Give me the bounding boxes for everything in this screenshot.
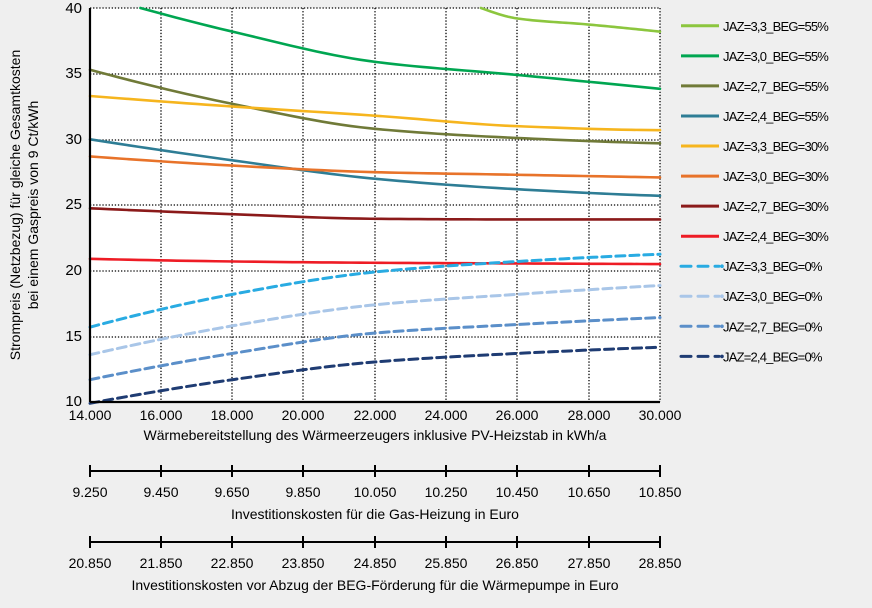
svg-text:20: 20	[65, 262, 82, 279]
svg-text:Strompreis (Netzbezug) für gle: Strompreis (Netzbezug) für gleiche Gesam…	[7, 50, 23, 360]
svg-text:9.250: 9.250	[72, 484, 107, 500]
svg-text:9.650: 9.650	[214, 484, 249, 500]
svg-text:Investitionskosten für die Gas: Investitionskosten für die Gas-Heizung i…	[231, 506, 519, 522]
svg-text:28.850: 28.850	[639, 555, 682, 571]
svg-text:24.850: 24.850	[354, 555, 397, 571]
svg-text:40: 40	[65, 0, 82, 17]
svg-text:21.850: 21.850	[140, 555, 183, 571]
svg-text:30.000: 30.000	[639, 407, 682, 423]
svg-text:22.850: 22.850	[211, 555, 254, 571]
svg-text:JAZ=3,0_BEG=30%: JAZ=3,0_BEG=30%	[723, 169, 829, 184]
svg-text:16.000: 16.000	[140, 407, 183, 423]
svg-text:24.000: 24.000	[425, 407, 468, 423]
svg-text:JAZ=3,3_BEG=30%: JAZ=3,3_BEG=30%	[723, 139, 829, 154]
svg-text:28.000: 28.000	[568, 407, 611, 423]
svg-text:18.000: 18.000	[211, 407, 254, 423]
svg-text:9.850: 9.850	[285, 484, 320, 500]
svg-text:27.850: 27.850	[568, 555, 611, 571]
svg-text:15: 15	[65, 328, 82, 345]
svg-text:10.050: 10.050	[354, 484, 397, 500]
svg-text:20.850: 20.850	[69, 555, 112, 571]
svg-text:30: 30	[65, 131, 82, 148]
svg-text:Investitionskosten vor Abzug d: Investitionskosten vor Abzug der BEG-För…	[131, 577, 618, 593]
svg-text:25: 25	[65, 196, 82, 213]
svg-text:JAZ=2,7_BEG=0%: JAZ=2,7_BEG=0%	[723, 319, 823, 334]
svg-text:JAZ=2,4_BEG=30%: JAZ=2,4_BEG=30%	[723, 229, 829, 244]
svg-text:14.000: 14.000	[69, 407, 112, 423]
svg-text:10.850: 10.850	[639, 484, 682, 500]
svg-text:35: 35	[65, 65, 82, 82]
svg-text:10.650: 10.650	[568, 484, 611, 500]
svg-text:bei einem Gaspreis von 9 Ct/kW: bei einem Gaspreis von 9 Ct/kWh	[25, 101, 41, 310]
svg-text:JAZ=2,4_BEG=55%: JAZ=2,4_BEG=55%	[723, 109, 829, 124]
svg-text:23.850: 23.850	[282, 555, 325, 571]
svg-text:10.250: 10.250	[425, 484, 468, 500]
svg-text:26.850: 26.850	[496, 555, 539, 571]
svg-text:JAZ=2,4_BEG=0%: JAZ=2,4_BEG=0%	[723, 349, 823, 364]
svg-text:20.000: 20.000	[282, 407, 325, 423]
svg-text:JAZ=3,3_BEG=0%: JAZ=3,3_BEG=0%	[723, 259, 823, 274]
svg-text:9.450: 9.450	[143, 484, 178, 500]
svg-text:JAZ=3,0_BEG=55%: JAZ=3,0_BEG=55%	[723, 49, 829, 64]
svg-text:10.450: 10.450	[496, 484, 539, 500]
svg-text:25.850: 25.850	[425, 555, 468, 571]
svg-text:22.000: 22.000	[354, 407, 397, 423]
svg-text:JAZ=3,0_BEG=0%: JAZ=3,0_BEG=0%	[723, 289, 823, 304]
svg-text:Wärmebereitstellung des Wärmee: Wärmebereitstellung des Wärmeerzeugers i…	[144, 427, 607, 443]
svg-text:JAZ=2,7_BEG=55%: JAZ=2,7_BEG=55%	[723, 79, 829, 94]
svg-text:JAZ=3,3_BEG=55%: JAZ=3,3_BEG=55%	[723, 19, 829, 34]
svg-text:26.000: 26.000	[496, 407, 539, 423]
svg-text:JAZ=2,7_BEG=30%: JAZ=2,7_BEG=30%	[723, 199, 829, 214]
